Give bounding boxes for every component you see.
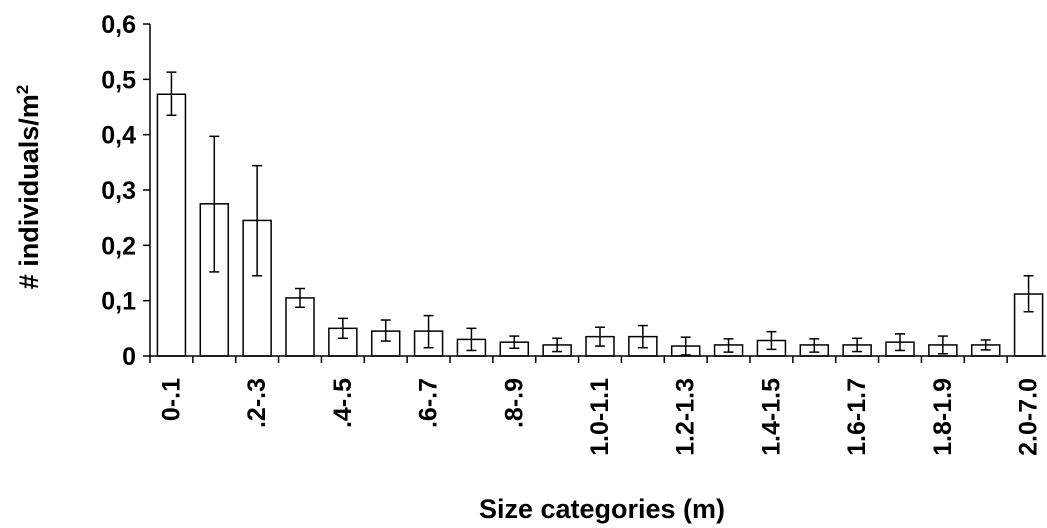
y-axis-ticks xyxy=(143,24,150,356)
x-tick-label: .8-.9 xyxy=(500,378,528,428)
x-tick-label: 0-.1 xyxy=(157,378,185,421)
x-axis-ticks xyxy=(150,356,1007,363)
y-tick-labels: 0 0,1 0,2 0,3 0,4 0,5 0,6 xyxy=(101,11,136,371)
x-tick-label: 1.4-1.5 xyxy=(757,378,785,456)
x-tick-label: .2-.3 xyxy=(243,378,271,428)
y-tick-label: 0,1 xyxy=(101,288,136,316)
bar xyxy=(157,94,185,356)
x-axis-title: Size categories (m) xyxy=(479,494,725,524)
y-tick-label: 0,5 xyxy=(101,66,136,94)
x-tick-label: 1.0-1.1 xyxy=(586,378,614,456)
y-tick-label: 0,2 xyxy=(101,232,136,260)
y-axis-title-text: # individuals/m xyxy=(14,94,44,289)
bars xyxy=(157,94,1042,356)
y-axis-title: # individuals/m2 xyxy=(13,85,44,290)
x-tick-label: 2.0-7.0 xyxy=(1015,378,1043,456)
x-tick-label: 1.8-1.9 xyxy=(929,378,957,456)
x-tick-label: .4-.5 xyxy=(329,378,357,428)
y-axis-title-superscript: 2 xyxy=(13,85,32,94)
y-tick-label: 0 xyxy=(122,343,136,371)
x-tick-label: .6-.7 xyxy=(415,378,443,428)
x-tick-labels: 0-.1 .2-.3 .4-.5 .6-.7 .8-.9 1.0-1.1 1.2-1.3 1.… xyxy=(157,378,1042,456)
y-tick-label: 0,6 xyxy=(101,11,136,39)
y-tick-label: 0,4 xyxy=(101,122,136,150)
x-tick-label: 1.2-1.3 xyxy=(672,378,700,456)
x-tick-label: 1.6-1.7 xyxy=(843,378,871,456)
y-tick-label: 0,3 xyxy=(101,177,136,205)
